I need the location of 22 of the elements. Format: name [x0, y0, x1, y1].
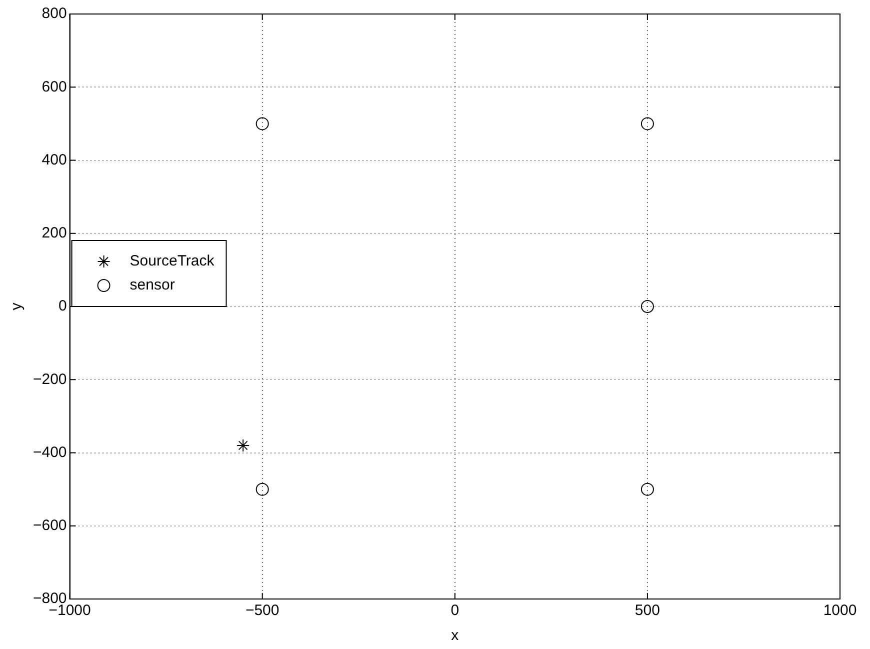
y-axis-title: y [8, 302, 26, 310]
x-tick-label: 0 [450, 602, 460, 620]
point [640, 117, 654, 130]
point [256, 482, 269, 496]
x-tick-label: 500 [634, 602, 660, 620]
y-tick-label: 600 [42, 78, 67, 96]
y-tick-label: 0 [58, 298, 67, 315]
point [640, 482, 654, 496]
y-tick-label: −400 [32, 444, 67, 461]
legend-label: sensor [130, 276, 175, 294]
y-tick-label: −200 [32, 370, 67, 388]
point [640, 300, 654, 313]
x-tick-label: −500 [245, 602, 280, 620]
y-tick-label: −600 [32, 517, 67, 534]
y-tick-label: 800 [42, 5, 67, 22]
x-axis-title: x [451, 627, 460, 644]
y-tick-label: 200 [42, 224, 67, 242]
legend-label: SourceTrack [130, 252, 215, 270]
point [256, 117, 269, 130]
x-tick-label: 1000 [823, 602, 857, 620]
point [236, 438, 250, 452]
y-tick-label: 400 [42, 151, 67, 168]
